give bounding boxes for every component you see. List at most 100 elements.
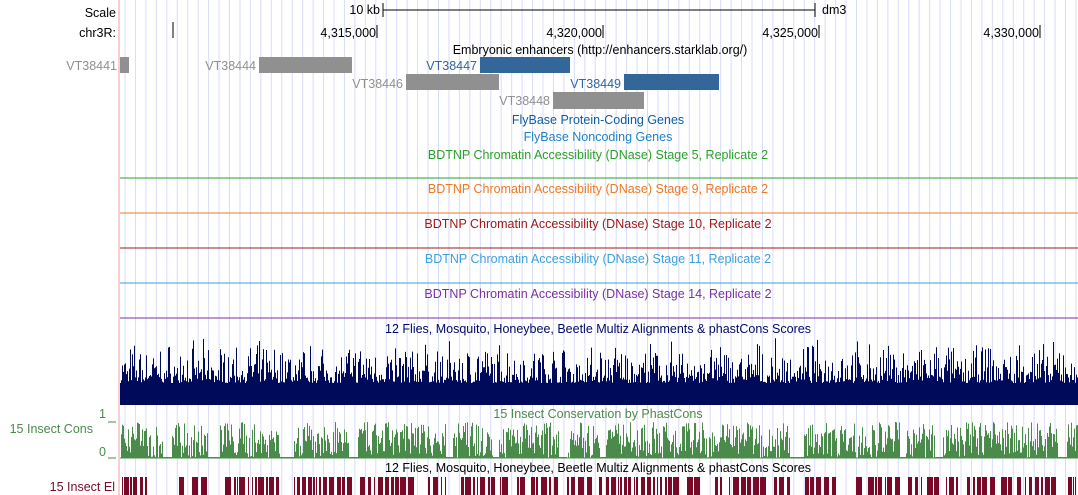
phastcons-area (121, 422, 1078, 458)
conserved-element (225, 477, 231, 495)
conserved-element (653, 477, 655, 495)
conserved-element (760, 477, 766, 495)
conserved-element (665, 477, 667, 495)
enhancer-VT38444[interactable]: VT38444 (205, 57, 352, 73)
enhancer-VT38448[interactable]: VT38448 (499, 92, 644, 109)
track-title-phastcons[interactable]: 15 Insect Conservation by PhastCons (493, 407, 702, 421)
conserved-element (779, 477, 784, 495)
scale-bar-label: 10 kb (349, 3, 380, 17)
conserved-element (949, 477, 954, 495)
enhancer-VT38449[interactable]: VT38449 (570, 74, 719, 91)
conserved-element (733, 477, 739, 495)
conserved-element (657, 477, 658, 495)
cons-side-label: 15 Insect Cons (10, 422, 93, 436)
conserved-element (329, 477, 334, 495)
conserved-element (395, 477, 399, 495)
conserved-element (319, 477, 321, 495)
conserved-element (715, 477, 718, 495)
conserved-element (234, 477, 236, 495)
conserved-element (787, 477, 790, 495)
conserved-element (1035, 477, 1039, 495)
conserved-element (673, 477, 679, 495)
conserved-element (977, 477, 981, 495)
conserved-element (774, 477, 777, 495)
conserved-element (747, 477, 751, 495)
track-title-protein-coding[interactable]: FlyBase Protein-Coding Genes (512, 113, 684, 127)
conserved-element (1041, 477, 1043, 495)
svg-text:VT38441: VT38441 (66, 59, 117, 73)
conserved-element (973, 477, 975, 495)
conserved-element (480, 477, 485, 495)
conserved-element (946, 477, 947, 495)
svg-text:VT38444: VT38444 (205, 59, 256, 73)
conserved-element (488, 477, 490, 495)
svg-text:VT38448: VT38448 (499, 94, 550, 108)
enhancer-VT38446[interactable]: VT38446 (352, 74, 499, 91)
track-title-multiz[interactable]: 12 Flies, Mosquito, Honeybee, Beetle Mul… (385, 322, 811, 336)
conserved-element (517, 477, 519, 495)
conserved-element (239, 477, 245, 495)
conserved-element (269, 477, 274, 495)
conserved-element (308, 477, 312, 495)
enhancer-VT38447[interactable]: VT38447 (426, 57, 570, 73)
conserved-element (133, 477, 137, 495)
conserved-element (192, 477, 198, 495)
ruler-tick-label: 4,325,000 (762, 26, 818, 40)
conserved-element (1001, 477, 1007, 495)
conserved-element (810, 477, 814, 495)
track-title-dnase-stage14[interactable]: BDTNP Chromatin Accessibility (DNase) St… (424, 287, 771, 301)
conserved-element (294, 477, 295, 495)
conserved-element (967, 477, 970, 495)
conserved-elements (122, 477, 1076, 495)
conserved-element (465, 477, 471, 495)
svg-text:VT38449: VT38449 (570, 77, 621, 91)
phastcons-wiggle (120, 422, 1078, 459)
conserved-element (520, 477, 525, 495)
conserved-element (477, 477, 478, 495)
conserved-element (816, 477, 821, 495)
conserved-element (313, 477, 315, 495)
track-title-dnase-stage9[interactable]: BDTNP Chromatin Accessibility (DNase) St… (428, 182, 768, 196)
conserved-element (982, 477, 987, 495)
conserved-element (536, 477, 538, 495)
conserved-element (647, 477, 651, 495)
conserved-element (868, 477, 874, 495)
conserved-element (927, 477, 933, 495)
conserved-element (729, 477, 730, 495)
conserved-element (252, 477, 253, 495)
conserved-element (266, 477, 268, 495)
ruler-tick-label: 4,330,000 (983, 26, 1039, 40)
conserved-element (1045, 477, 1050, 495)
conserved-element (832, 477, 836, 495)
chrom-label: chr3R: (79, 26, 116, 40)
conserved-element (720, 477, 722, 495)
conserved-element (441, 477, 442, 495)
conserved-element (628, 477, 631, 495)
conserved-element (1029, 477, 1032, 495)
conserved-element (660, 477, 662, 495)
track-title-noncoding[interactable]: FlyBase Noncoding Genes (524, 130, 673, 144)
track-title-dnase-stage11[interactable]: BDTNP Chromatin Accessibility (DNase) St… (425, 252, 771, 266)
conserved-element (887, 477, 892, 495)
conserved-element (491, 477, 495, 495)
cons-axis-min: 0 (99, 445, 106, 459)
enhancer-VT38441[interactable]: VT38441 (66, 57, 129, 73)
multiz-area (120, 338, 1078, 405)
enhancer-track-title[interactable]: Embryonic enhancers (http://enhancers.st… (453, 43, 748, 57)
conserved-element (541, 477, 547, 495)
conserved-element (337, 477, 341, 495)
track-title-elements[interactable]: 12 Flies, Mosquito, Honeybee, Beetle Mul… (385, 461, 811, 475)
conserved-element (179, 477, 184, 495)
assembly-label: dm3 (822, 3, 846, 17)
track-title-dnase-stage10[interactable]: BDTNP Chromatin Accessibility (DNase) St… (424, 217, 771, 231)
conserved-element (753, 477, 759, 495)
conserved-element (316, 477, 317, 495)
track-title-dnase-stage5[interactable]: BDTNP Chromatin Accessibility (DNase) St… (428, 148, 768, 162)
conserved-element (258, 477, 264, 495)
conserved-element (1073, 477, 1074, 495)
conserved-element (934, 477, 939, 495)
cons-axis-max: 1 (99, 407, 106, 421)
conserved-element (1075, 477, 1076, 495)
conserved-element (391, 477, 394, 495)
